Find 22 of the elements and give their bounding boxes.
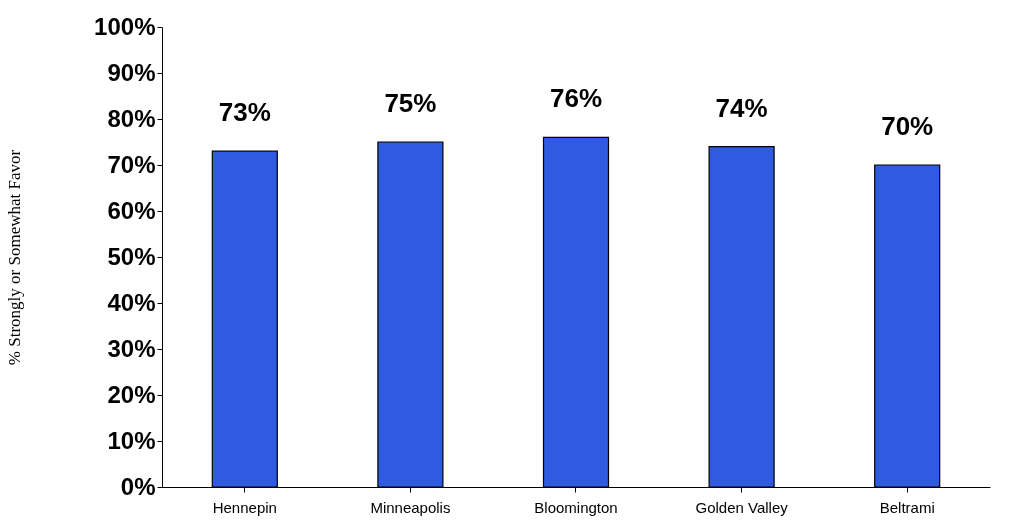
y-tick-label: 70%: [107, 150, 156, 178]
x-tick-label: Golden Valley: [695, 498, 789, 516]
y-tick-label: 60%: [107, 196, 156, 224]
y-tick-label: 30%: [107, 334, 156, 362]
data-label: 73%: [218, 97, 271, 128]
data-label: 75%: [384, 88, 437, 118]
x-tick-label: Minneapolis: [370, 498, 451, 516]
y-tick-label: 50%: [107, 242, 156, 270]
y-tick-label: 20%: [107, 380, 156, 408]
y-tick-label: 10%: [107, 426, 156, 454]
y-tick-label: 40%: [107, 288, 156, 316]
y-tick-label: 90%: [107, 58, 156, 86]
y-tick-label: 0%: [120, 472, 156, 500]
x-tick-label: Hennepin: [212, 498, 277, 516]
x-tick-label: Beltrami: [879, 498, 935, 516]
y-tick-label: 100%: [94, 12, 156, 40]
data-label: 76%: [549, 83, 603, 114]
data-label: 70%: [881, 111, 934, 141]
x-tick-label: Bloomington: [534, 498, 618, 516]
y-tick-label: 80%: [107, 104, 156, 132]
y-axis-title: % Strongly or Somewhat Favor: [5, 149, 25, 366]
data-label: 74%: [715, 92, 768, 123]
